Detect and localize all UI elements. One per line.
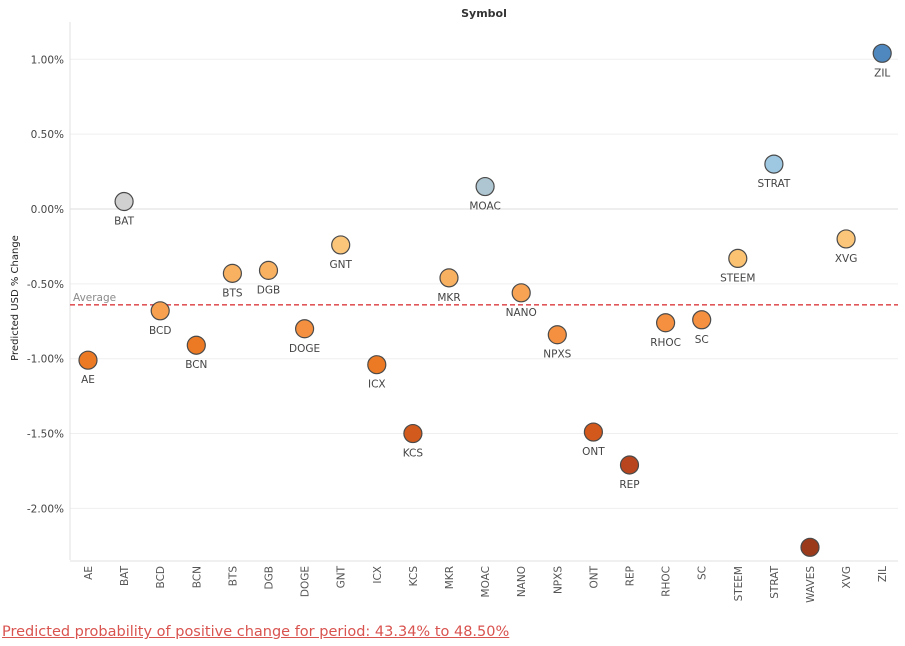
data-point[interactable] — [367, 355, 387, 375]
point-label: STEEM — [720, 272, 755, 284]
data-point[interactable] — [764, 154, 784, 174]
probability-footer-link[interactable]: Predicted probability of positive change… — [2, 624, 510, 640]
data-point[interactable] — [583, 422, 604, 442]
x-tick-label: NPXS — [552, 566, 564, 594]
data-point[interactable] — [728, 248, 748, 269]
point-label: NPXS — [543, 349, 571, 361]
data-point[interactable] — [258, 260, 279, 280]
point-label: BCD — [149, 325, 171, 337]
y-tick-label: -1.00% — [27, 354, 64, 366]
data-point[interactable] — [439, 268, 459, 288]
x-tick-label: BCD — [155, 566, 167, 588]
point-label: SC — [695, 334, 709, 346]
data-point[interactable] — [872, 43, 892, 63]
point-label: GNT — [329, 259, 352, 271]
average-label: Average — [73, 292, 116, 304]
x-tick-label: ICX — [372, 566, 384, 584]
y-tick-label: -1.50% — [27, 429, 64, 441]
data-point[interactable] — [655, 313, 676, 333]
point-label: MKR — [437, 292, 460, 304]
x-tick-label: NANO — [516, 566, 528, 597]
point-label: STRAT — [758, 178, 791, 190]
point-label: REP — [619, 479, 639, 491]
point-label: BTS — [222, 287, 243, 299]
data-point[interactable] — [403, 423, 423, 444]
data-point[interactable] — [692, 310, 712, 330]
y-axis-label: Predicted USD % Change — [10, 235, 21, 361]
point-label: ZIL — [874, 67, 890, 79]
data-point[interactable] — [331, 235, 351, 255]
x-tick-label: STEEM — [733, 566, 745, 601]
data-point[interactable] — [619, 455, 640, 475]
x-tick-label: ONT — [588, 565, 600, 588]
x-tick-label: BAT — [119, 565, 131, 586]
point-label: DGB — [257, 284, 280, 296]
point-label: BCN — [185, 359, 207, 371]
x-tick-label: REP — [625, 566, 637, 586]
data-point[interactable] — [186, 335, 206, 355]
point-label: ONT — [582, 446, 605, 458]
point-label: MOAC — [469, 201, 500, 213]
x-tick-label: MKR — [444, 566, 456, 589]
data-point[interactable] — [511, 283, 531, 303]
data-point[interactable] — [836, 229, 856, 249]
data-point[interactable] — [114, 191, 134, 212]
x-tick-label: RHOC — [661, 566, 673, 597]
y-tick-label: 1.00% — [31, 54, 64, 66]
x-tick-label: AE — [83, 566, 95, 580]
data-point[interactable] — [800, 537, 820, 557]
point-label: ICX — [368, 379, 386, 391]
point-label: RHOC — [650, 337, 681, 349]
x-tick-label: GNT — [336, 565, 348, 588]
data-point[interactable] — [222, 263, 242, 283]
x-tick-label: SC — [697, 566, 709, 580]
point-label: AE — [81, 374, 95, 386]
x-tick-label: DOGE — [300, 566, 312, 597]
point-label: KCS — [403, 448, 424, 460]
data-point[interactable] — [547, 325, 567, 345]
x-tick-label: ZIL — [877, 566, 889, 582]
x-tick-label: DGB — [264, 566, 276, 589]
x-tick-label: STRAT — [769, 565, 781, 598]
data-point[interactable] — [295, 319, 315, 339]
chart-title: Symbol — [461, 7, 507, 20]
x-tick-label: BCN — [191, 566, 203, 588]
data-point[interactable] — [475, 176, 495, 197]
point-label: DOGE — [289, 343, 320, 355]
point-label: XVG — [835, 253, 858, 265]
x-tick-label: WAVES — [805, 566, 817, 603]
y-tick-label: 0.50% — [31, 129, 64, 141]
x-tick-label: MOAC — [480, 566, 492, 597]
y-tick-label: -0.50% — [27, 279, 64, 291]
x-tick-label: BTS — [227, 566, 239, 587]
point-label: BAT — [114, 216, 135, 228]
data-point[interactable] — [78, 350, 98, 370]
y-tick-label: 0.00% — [31, 204, 64, 216]
point-label: NANO — [506, 307, 537, 319]
x-tick-label: KCS — [408, 566, 420, 587]
data-point[interactable] — [150, 301, 170, 321]
x-tick-label: XVG — [841, 566, 853, 589]
y-tick-label: -2.00% — [27, 503, 64, 515]
